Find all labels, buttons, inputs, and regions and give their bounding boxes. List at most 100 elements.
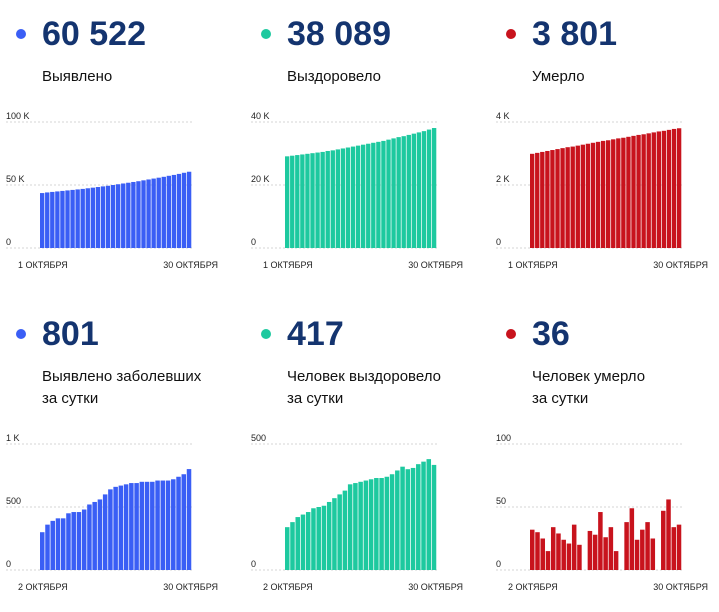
bar — [381, 140, 386, 248]
bar — [431, 464, 437, 570]
bar — [353, 483, 358, 570]
bar — [141, 180, 146, 248]
bar — [624, 522, 629, 570]
bar — [136, 181, 141, 248]
y-tick-label: 500 — [251, 433, 266, 443]
bar — [65, 190, 70, 248]
y-tick-label: 0 — [6, 237, 11, 247]
series-dot — [506, 329, 516, 339]
bar — [580, 144, 586, 248]
bar — [671, 527, 677, 570]
bar — [156, 177, 161, 248]
bar — [561, 539, 566, 570]
bar — [585, 143, 591, 248]
bar — [171, 174, 177, 248]
bar — [55, 191, 60, 248]
x-start-label: 1 ОКТЯБРЯ — [18, 260, 68, 270]
bar — [626, 136, 631, 248]
bar — [426, 459, 432, 570]
bar — [666, 129, 672, 248]
bar-chart: 0 500 2 ОКТЯБРЯ 30 ОКТЯБРЯ — [251, 433, 463, 592]
x-start-label: 1 ОКТЯБРЯ — [263, 260, 313, 270]
bar — [144, 481, 150, 570]
bar — [550, 527, 556, 570]
total-value: 3 801 — [532, 15, 618, 53]
bar — [645, 522, 650, 570]
y-tick-label: 0 — [496, 559, 501, 569]
bar — [290, 522, 295, 570]
bar — [105, 185, 111, 248]
bar — [285, 156, 290, 248]
bar — [161, 176, 166, 248]
bar — [401, 136, 406, 248]
bar-chart: 0 2 K 4 K 1 ОКТЯБРЯ 30 ОКТЯБРЯ — [496, 111, 708, 270]
bar — [134, 483, 139, 570]
bar — [131, 181, 136, 248]
bar — [565, 147, 570, 248]
bar — [535, 532, 540, 570]
total-label: Выявлено — [42, 68, 113, 85]
series-dot — [261, 29, 271, 39]
bar — [40, 532, 45, 570]
bar — [66, 513, 71, 570]
bar-chart: 0 500 1 K 2 ОКТЯБРЯ 30 ОКТЯБРЯ — [6, 433, 218, 592]
bar — [421, 131, 427, 248]
bar — [70, 189, 75, 248]
bar — [176, 476, 181, 570]
bar — [118, 485, 124, 570]
panel-daily-identified: 801 Выявлено заболевших за сутки 0 500 1 K… — [0, 312, 240, 612]
bar — [666, 499, 671, 570]
bar — [406, 134, 411, 248]
y-tick-label: 50 K — [6, 174, 25, 184]
bar — [650, 538, 656, 570]
bar — [566, 543, 572, 570]
bar — [641, 134, 646, 248]
bar — [376, 141, 381, 248]
bar — [60, 190, 65, 248]
bar — [634, 539, 640, 570]
bar — [395, 470, 400, 570]
bar-chart: 0 20 K 40 K 1 ОКТЯБРЯ 30 ОКТЯБРЯ — [251, 111, 463, 270]
bar — [150, 481, 155, 570]
bar — [621, 137, 626, 248]
y-tick-label: 4 K — [496, 111, 510, 121]
bar — [290, 155, 295, 248]
bar — [45, 524, 50, 570]
y-tick-label: 0 — [251, 559, 256, 569]
bar — [310, 153, 315, 248]
bar — [631, 135, 636, 248]
daily-label: Выявлено заболевших за сутки — [42, 368, 202, 407]
bar — [389, 474, 395, 570]
bar — [671, 128, 677, 248]
bar — [50, 191, 55, 248]
total-label: Умерло — [532, 68, 585, 85]
bar — [320, 151, 325, 248]
bar — [85, 188, 90, 248]
bar — [598, 512, 603, 570]
bar — [545, 551, 551, 570]
bar — [545, 150, 550, 248]
bar — [371, 142, 376, 248]
bar — [97, 499, 103, 570]
bar — [616, 138, 621, 248]
bar — [332, 498, 337, 570]
bar — [116, 184, 121, 248]
bar-chart: 0 50 K 100 K 1 ОКТЯБРЯ 30 ОКТЯБРЯ — [6, 111, 218, 270]
series-dot — [16, 29, 26, 39]
bar — [400, 466, 405, 570]
y-tick-label: 1 K — [6, 433, 20, 443]
bar — [347, 484, 353, 570]
bar — [577, 544, 582, 570]
y-tick-label: 100 K — [6, 111, 30, 121]
bar — [358, 481, 363, 570]
bar — [391, 138, 396, 248]
bar — [55, 518, 61, 570]
bar — [540, 538, 545, 570]
bar — [379, 478, 384, 570]
y-tick-label: 0 — [6, 559, 11, 569]
bar — [340, 148, 346, 248]
bar — [540, 151, 545, 248]
total-value: 60 522 — [42, 15, 146, 53]
total-label: Выздоровело — [287, 68, 382, 85]
x-start-label: 2 ОКТЯБРЯ — [18, 582, 68, 592]
